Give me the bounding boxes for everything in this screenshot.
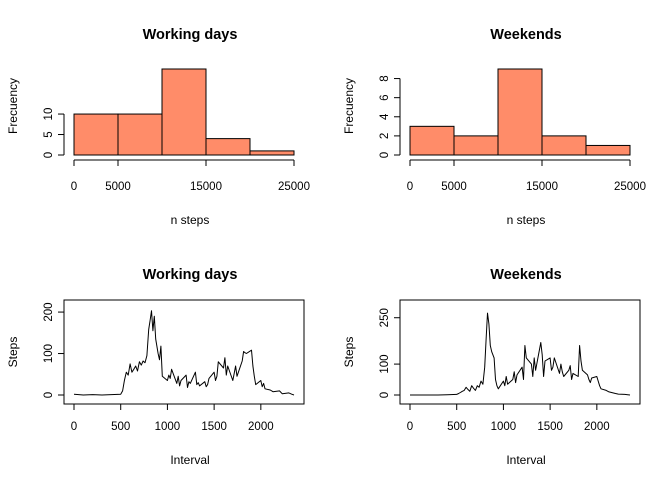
y-tick-label: 5 bbox=[43, 131, 55, 137]
x-tick-label: 0 bbox=[407, 421, 413, 433]
histogram-working-days: Working days n steps Frecuency 0 5000 15000 25… bbox=[6, 27, 310, 227]
histogram-bar bbox=[541, 135, 587, 156]
histogram-bar bbox=[73, 113, 119, 156]
chart-title: Weekends bbox=[490, 27, 561, 43]
x-axis-label: Interval bbox=[506, 453, 545, 467]
x-tick-label: 5000 bbox=[105, 181, 131, 193]
y-tick-label: 4 bbox=[379, 113, 391, 120]
x-tick-label: 1000 bbox=[155, 421, 181, 433]
x-axis-label: n steps bbox=[171, 213, 210, 227]
y-tick-label: 250 bbox=[379, 308, 391, 327]
histogram-bars bbox=[73, 68, 295, 156]
y-tick-label: 10 bbox=[43, 108, 55, 121]
y-axis: 0 100 200 bbox=[43, 302, 65, 398]
x-tick-label: 1000 bbox=[491, 421, 517, 433]
y-tick-label: 8 bbox=[379, 75, 391, 81]
x-tick-label: 25000 bbox=[278, 181, 310, 193]
x-tick-label: 1500 bbox=[201, 421, 227, 433]
histogram-bar bbox=[161, 68, 207, 156]
y-axis-label: Steps bbox=[6, 337, 20, 368]
plot-frame bbox=[63, 299, 305, 405]
x-axis: 0 500 1000 1500 2000 bbox=[71, 403, 274, 433]
series-line bbox=[410, 312, 631, 396]
series-line bbox=[73, 310, 295, 396]
y-axis: 0 100 250 bbox=[379, 308, 401, 398]
y-axis: 0 2 4 6 8 bbox=[379, 75, 401, 158]
x-axis: 0 500 1000 1500 2000 bbox=[407, 403, 610, 433]
x-axis: 0 5000 15000 25000 bbox=[407, 159, 646, 193]
y-axis-label: Frecuency bbox=[342, 78, 356, 134]
x-tick-label: 15000 bbox=[526, 181, 558, 193]
x-tick-label: 2000 bbox=[248, 421, 274, 433]
y-tick-label: 100 bbox=[379, 354, 391, 373]
x-tick-label: 0 bbox=[407, 181, 413, 193]
histogram-bar bbox=[205, 138, 251, 156]
y-tick-label: 0 bbox=[43, 392, 55, 398]
y-axis: 0 5 10 bbox=[43, 108, 65, 158]
x-axis: 0 5000 15000 25000 bbox=[71, 159, 310, 193]
histogram-bar bbox=[249, 150, 295, 156]
histogram-bars bbox=[409, 68, 631, 156]
chart-title: Weekends bbox=[490, 267, 561, 283]
x-tick-label: 2000 bbox=[584, 421, 610, 433]
y-axis-label: Steps bbox=[342, 337, 356, 368]
y-tick-label: 2 bbox=[379, 133, 391, 139]
x-axis-label: n steps bbox=[507, 213, 546, 227]
x-tick-label: 15000 bbox=[190, 181, 222, 193]
histogram-bar bbox=[497, 68, 543, 156]
y-tick-label: 0 bbox=[379, 392, 391, 398]
y-tick-label: 0 bbox=[379, 152, 391, 158]
x-tick-label: 500 bbox=[111, 421, 130, 433]
chart-title: Working days bbox=[143, 267, 238, 283]
x-axis-label: Interval bbox=[170, 453, 209, 467]
x-tick-label: 0 bbox=[71, 181, 77, 193]
histogram-bar bbox=[409, 125, 455, 156]
x-tick-label: 500 bbox=[447, 421, 466, 433]
x-tick-label: 5000 bbox=[441, 181, 467, 193]
y-tick-label: 100 bbox=[43, 344, 55, 363]
y-tick-label: 200 bbox=[43, 302, 55, 321]
plot-frame bbox=[399, 299, 641, 405]
y-axis-label: Frecuency bbox=[6, 78, 20, 134]
x-tick-label: 25000 bbox=[614, 181, 646, 193]
x-tick-label: 0 bbox=[71, 421, 77, 433]
histogram-bar bbox=[117, 113, 163, 156]
line-weekends: Weekends Interval Steps 0 500 1000 1500 2000 0 10… bbox=[342, 267, 641, 467]
y-tick-label: 6 bbox=[379, 94, 391, 100]
y-tick-label: 0 bbox=[43, 152, 55, 158]
histogram-bar bbox=[453, 135, 499, 156]
chart-title: Working days bbox=[143, 27, 238, 43]
x-tick-label: 1500 bbox=[537, 421, 563, 433]
histogram-bar bbox=[585, 144, 631, 156]
